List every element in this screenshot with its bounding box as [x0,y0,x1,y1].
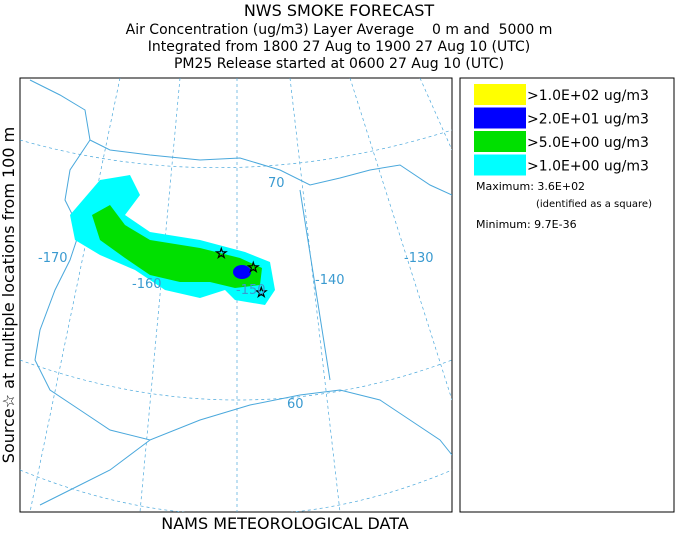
grid-line [20,359,452,401]
grid-line [29,78,121,512]
plume [92,205,262,288]
border [299,189,331,381]
legend-label: >1.0E+00 ug/m3 [527,159,649,175]
maximum-note: (identified as a square) [536,199,652,210]
legend-swatch [474,131,526,152]
grid-line [349,78,452,401]
subtitle: Air Concentration (ug/m3) Layer Average … [126,22,553,38]
grid-line [139,78,181,512]
map-label: -170 [38,251,68,266]
subtitle: Integrated from 1800 27 Aug to 1900 27 A… [148,39,531,55]
plume-core [233,265,251,279]
minimum: Minimum: 9.7E-36 [476,218,577,231]
map-label: 60 [287,397,304,412]
grid-line [419,78,452,151]
maximum: Maximum: 3.6E+02 [476,180,585,193]
legend-swatch [474,84,526,105]
coastline [89,139,452,196]
source-marker: ☆ [247,260,260,276]
map-label: -140 [315,273,345,288]
map-label: -150 [236,283,266,298]
footer: NAMS METEOROLOGICAL DATA [161,514,409,532]
title: NWS SMOKE FORECAST [244,1,435,20]
legend-swatch [474,154,526,176]
subtitle: PM25 Release started at 0600 27 Aug 10 (… [174,56,504,72]
legend-label: >5.0E+00 ug/m3 [527,135,649,151]
coastline [29,79,91,141]
legend-label: >1.0E+02 ug/m3 [527,88,649,104]
source-marker: ☆ [255,285,268,301]
source-markers: ☆ ☆ ☆ [215,246,268,302]
grid-line [289,78,341,512]
legend-label: >2.0E+01 ug/m3 [527,112,649,128]
map-label: 70 [268,176,285,191]
map-label: -160 [132,277,162,292]
map-label: -130 [404,251,434,266]
coastline [39,439,151,506]
map: ☆ ☆ ☆ [19,77,453,513]
legend-swatch [474,107,526,129]
side-label: Source☆ at multiple locations from 100 m [0,127,18,463]
source-marker: ☆ [215,246,228,262]
